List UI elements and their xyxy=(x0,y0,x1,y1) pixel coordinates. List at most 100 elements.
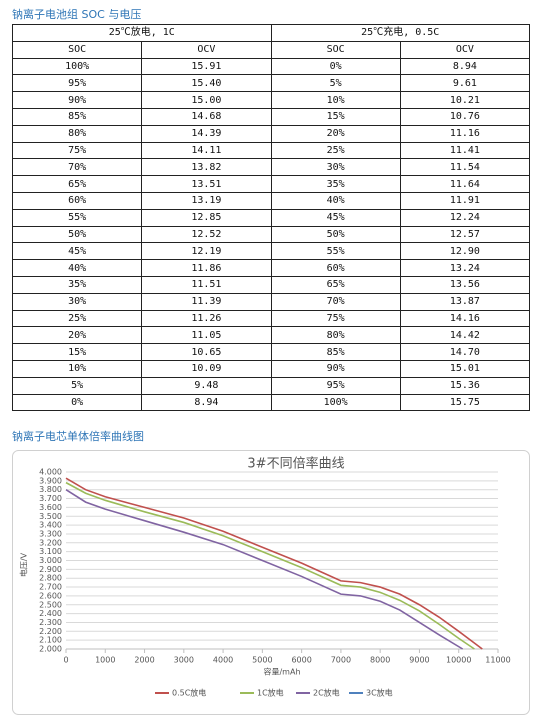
column-header: OCV xyxy=(399,40,531,59)
chart: 3#不同倍率曲线 容量/mAh 电压/V 2.0002.1002.2002.30… xyxy=(12,450,530,715)
cell: 35% xyxy=(270,175,401,193)
cell: 90% xyxy=(270,359,401,378)
x-tick-label: 0 xyxy=(63,656,68,665)
series-line xyxy=(65,477,483,650)
data-row: 55% 12.85 45% 12.24 xyxy=(11,208,531,227)
group-row: 25℃放电, 1C 25℃充电, 0.5C xyxy=(12,24,530,42)
y-tick-label: 3.300 xyxy=(39,529,62,538)
cell: 11.86 xyxy=(141,259,272,277)
series-line xyxy=(65,481,475,650)
cell: 20% xyxy=(270,124,401,143)
legend-label: 2C放电 xyxy=(313,688,340,698)
cell: 40% xyxy=(11,259,143,277)
y-tick-label: 4.000 xyxy=(39,468,62,477)
cell: 70% xyxy=(11,158,143,177)
cell: 15.91 xyxy=(141,57,272,76)
cell: 14.11 xyxy=(141,141,272,160)
group-header: 25℃放电, 1C xyxy=(12,24,272,42)
cell: 75% xyxy=(11,141,143,160)
cell: 85% xyxy=(11,107,143,126)
cell: 11.05 xyxy=(141,326,272,345)
y-tick-label: 3.000 xyxy=(39,556,62,565)
cell: 10.21 xyxy=(399,91,531,109)
cell: 10% xyxy=(11,359,143,378)
cell: 95% xyxy=(270,376,401,395)
y-tick-label: 3.900 xyxy=(39,476,62,485)
y-tick-label: 3.500 xyxy=(39,512,62,521)
column-header: SOC xyxy=(270,40,401,59)
data-row: 65% 13.51 35% 11.64 xyxy=(11,175,531,193)
cell: 60% xyxy=(11,191,143,210)
x-tick-label: 4000 xyxy=(213,656,233,665)
cell: 12.85 xyxy=(141,208,272,227)
cell: 55% xyxy=(11,208,143,227)
cell: 30% xyxy=(11,292,143,311)
cell: 100% xyxy=(11,57,143,76)
cell: 45% xyxy=(270,208,401,227)
column-row: SOC OCV SOC OCV xyxy=(11,40,531,59)
cell: 10.76 xyxy=(399,107,531,126)
cell: 11.64 xyxy=(399,175,531,193)
y-tick-label: 2.800 xyxy=(39,574,62,583)
cell: 15.01 xyxy=(399,359,531,378)
data-row: 5% 9.48 95% 15.36 xyxy=(11,376,531,395)
y-tick-label: 2.300 xyxy=(39,618,62,627)
cell: 100% xyxy=(270,393,401,412)
cell: 10% xyxy=(270,91,401,109)
cell: 60% xyxy=(270,259,401,277)
data-row: 60% 13.19 40% 11.91 xyxy=(11,191,531,210)
cell: 45% xyxy=(11,242,143,261)
cell: 14.39 xyxy=(141,124,272,143)
cell: 11.16 xyxy=(399,124,531,143)
cell: 50% xyxy=(270,225,401,244)
cell: 12.52 xyxy=(141,225,272,244)
cell: 14.42 xyxy=(399,326,531,345)
cell: 13.87 xyxy=(399,292,531,311)
legend-label: 0.5C放电 xyxy=(172,688,206,698)
cell: 35% xyxy=(11,275,143,294)
cell: 5% xyxy=(11,376,143,395)
soc-table: 25℃放电, 1C 25℃充电, 0.5C SOC OCV SOC OCV 100% 15.9… xyxy=(11,24,531,412)
cell: 25% xyxy=(11,309,143,328)
column-header: SOC xyxy=(11,40,143,59)
data-row: 25% 11.26 75% 14.16 xyxy=(11,309,531,328)
cell: 80% xyxy=(11,124,143,143)
cell: 12.57 xyxy=(399,225,531,244)
y-tick-label: 2.100 xyxy=(39,636,62,645)
cell: 15% xyxy=(270,107,401,126)
cell: 11.26 xyxy=(141,309,272,328)
cell: 13.82 xyxy=(141,158,272,177)
y-tick-label: 2.600 xyxy=(39,591,62,600)
cell: 8.94 xyxy=(141,393,272,412)
cell: 9.48 xyxy=(141,376,272,395)
cell: 55% xyxy=(270,242,401,261)
x-tick-label: 10000 xyxy=(446,656,471,665)
data-row: 70% 13.82 30% 11.54 xyxy=(11,158,531,177)
cell: 90% xyxy=(11,91,143,109)
cell: 9.61 xyxy=(399,74,531,93)
cell: 15% xyxy=(11,343,143,361)
y-tick-label: 3.700 xyxy=(39,494,62,503)
x-tick-label: 11000 xyxy=(485,656,510,665)
x-tick-label: 6000 xyxy=(291,656,311,665)
data-row: 30% 11.39 70% 13.87 xyxy=(11,292,531,311)
cell: 15.36 xyxy=(399,376,531,395)
y-tick-label: 3.100 xyxy=(39,547,62,556)
y-tick-label: 3.200 xyxy=(39,538,62,547)
legend-label: 1C放电 xyxy=(257,688,284,698)
cell: 15.40 xyxy=(141,74,272,93)
cell: 14.68 xyxy=(141,107,272,126)
data-row: 75% 14.11 25% 11.41 xyxy=(11,141,531,160)
cell: 95% xyxy=(11,74,143,93)
cell: 8.94 xyxy=(399,57,531,76)
cell: 13.56 xyxy=(399,275,531,294)
data-row: 80% 14.39 20% 11.16 xyxy=(11,124,531,143)
y-tick-label: 2.900 xyxy=(39,565,62,574)
cell: 12.19 xyxy=(141,242,272,261)
cell: 11.54 xyxy=(399,158,531,177)
column-header: OCV xyxy=(141,40,272,59)
data-row: 50% 12.52 50% 12.57 xyxy=(11,225,531,244)
data-row: 90% 15.00 10% 10.21 xyxy=(11,91,531,109)
cell: 11.51 xyxy=(141,275,272,294)
